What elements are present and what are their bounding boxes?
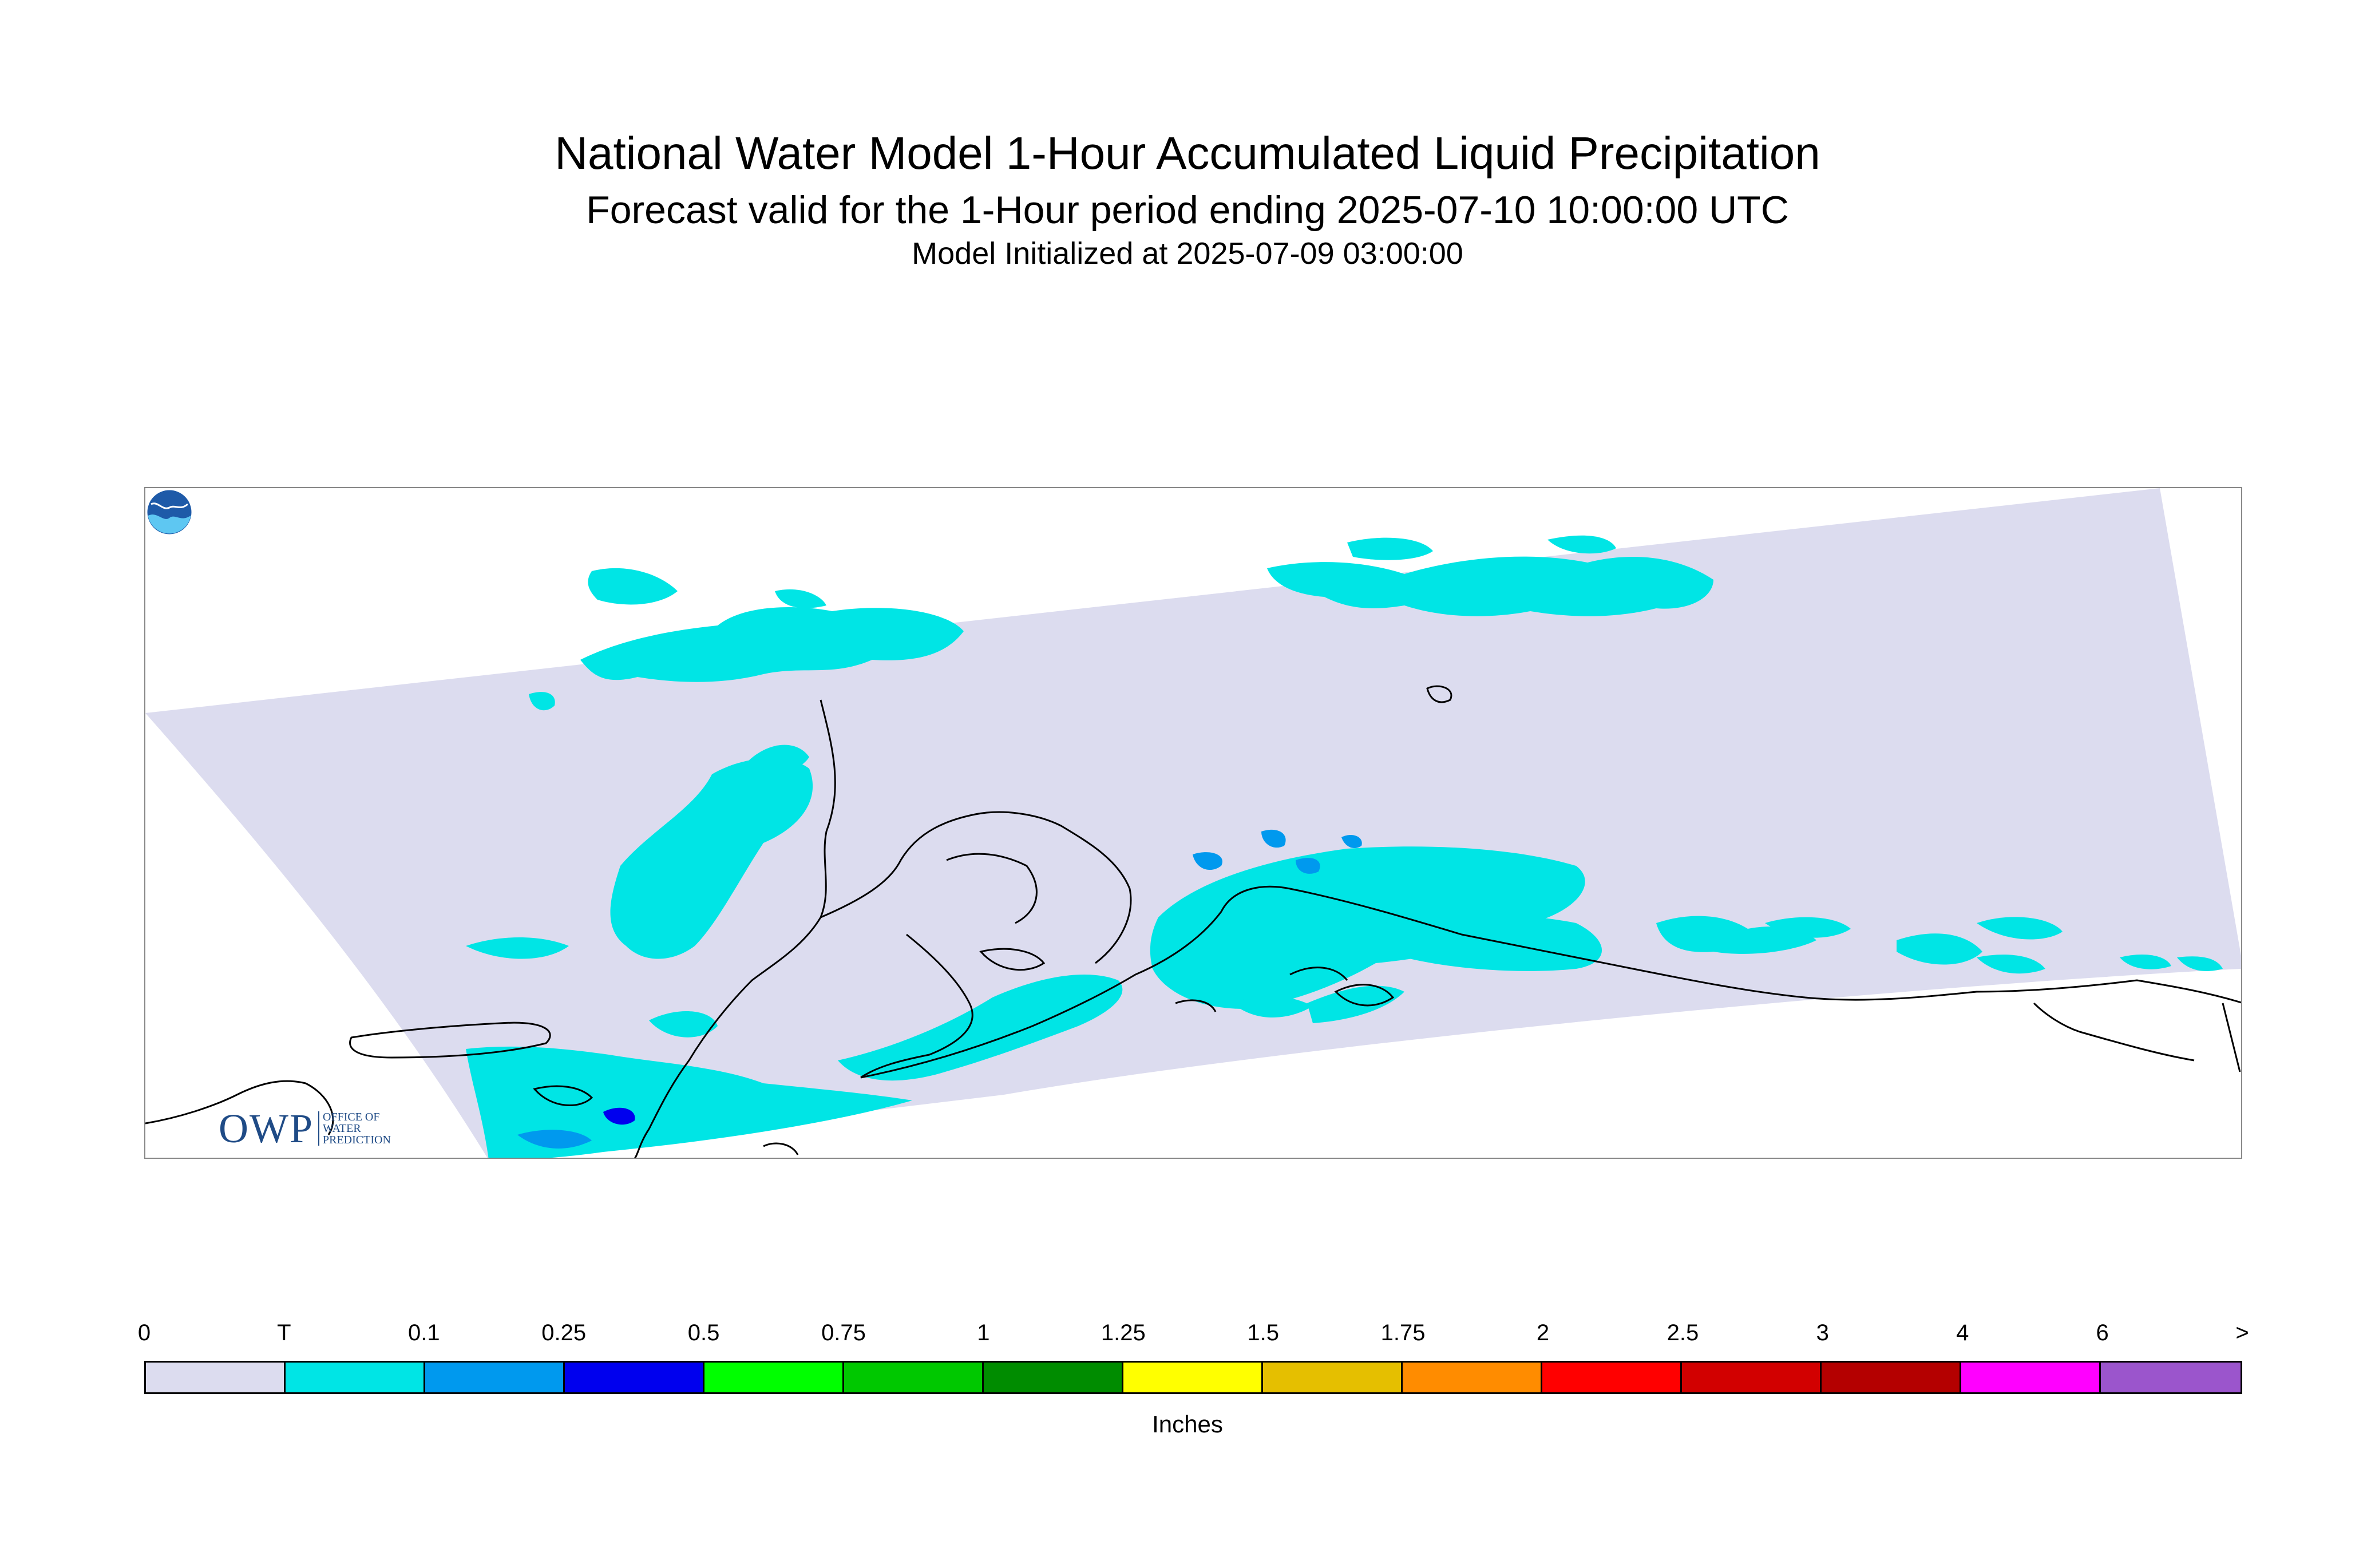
map-subtitle: Forecast valid for the 1-Hour period end… bbox=[586, 188, 1789, 232]
model-domain bbox=[145, 488, 2241, 1158]
model-init-time: Model Initialized at 2025-07-09 03:00:00 bbox=[912, 236, 1463, 271]
legend-tick-label: 0.5 bbox=[687, 1320, 720, 1345]
legend-tick-label: 1.25 bbox=[1101, 1320, 1146, 1345]
precip-light-areas bbox=[517, 829, 1362, 1149]
precip-area-northwest-small bbox=[529, 692, 555, 711]
coastline-kodiak bbox=[1334, 984, 1395, 1007]
legend-swatch bbox=[1263, 1363, 1403, 1392]
precip-area-far-east-3 bbox=[2177, 956, 2223, 971]
legend-tick-label: 0.75 bbox=[821, 1320, 866, 1345]
legend-tick-label: 2 bbox=[1536, 1320, 1550, 1345]
precip-light-area-4 bbox=[1341, 834, 1362, 849]
coastline-gulf bbox=[1289, 888, 1806, 999]
precip-trace-areas bbox=[466, 535, 2223, 1158]
coastline-nunivak bbox=[979, 948, 1046, 971]
precip-light-area-5 bbox=[517, 1130, 592, 1149]
precip-area-southwest bbox=[466, 1046, 912, 1158]
precip-area-north-west-2 bbox=[588, 568, 678, 605]
legend-swatch bbox=[1542, 1363, 1682, 1392]
precip-area-west-coast-2 bbox=[746, 745, 809, 773]
precip-area-panhandle bbox=[1897, 933, 1982, 965]
coastline-st-lawrence bbox=[349, 1021, 551, 1059]
precip-area-north-east-2 bbox=[1347, 537, 1433, 560]
legend-tick-label: 1 bbox=[977, 1320, 990, 1345]
legend-swatch bbox=[984, 1363, 1123, 1392]
legend-tick-label: 0.1 bbox=[407, 1320, 440, 1345]
legend-swatch bbox=[146, 1363, 286, 1392]
map-title: National Water Model 1-Hour Accumulated … bbox=[555, 128, 1820, 179]
legend-tick-label: T bbox=[277, 1320, 291, 1345]
legend-tick-label: 1.75 bbox=[1380, 1320, 1426, 1345]
legend-swatch bbox=[844, 1363, 984, 1392]
owp-logo-main: OWP bbox=[219, 1105, 314, 1151]
legend-swatch bbox=[704, 1363, 844, 1392]
precip-area-nunivak bbox=[649, 1011, 718, 1038]
precip-area-gulf bbox=[1376, 914, 1602, 971]
legend-swatch bbox=[286, 1363, 425, 1392]
legend-tick-label: 0 bbox=[137, 1320, 151, 1345]
legend-swatch bbox=[565, 1363, 704, 1392]
coastline-norton-sound bbox=[820, 811, 1132, 964]
legend-units: Inches bbox=[1152, 1411, 1223, 1438]
coastline-far-east-1 bbox=[2033, 1002, 2195, 1062]
precip-area-peninsula bbox=[838, 975, 1123, 1081]
coastline-aleutian-2 bbox=[1289, 967, 1348, 981]
coastline-islands-south bbox=[763, 1142, 799, 1155]
legend-swatch bbox=[1403, 1363, 1542, 1392]
legend-tick-label: 1.5 bbox=[1247, 1320, 1279, 1345]
color-legend bbox=[144, 1361, 2242, 1394]
coastline-aleutian-1 bbox=[1175, 999, 1217, 1012]
precip-area-far-east-2 bbox=[2120, 955, 2171, 969]
coastline-far-east-2 bbox=[2222, 1003, 2241, 1072]
precip-area-southeast-2 bbox=[1765, 917, 1851, 938]
owp-logo-text: OFFICE OF WATER PREDICTION bbox=[318, 1111, 391, 1146]
precip-area-north-west-3 bbox=[775, 589, 826, 608]
precip-area-west-coast bbox=[610, 758, 813, 959]
legend-swatch bbox=[1123, 1363, 1263, 1392]
coastline-peninsula-south bbox=[860, 973, 1136, 1079]
precip-light-area-3 bbox=[1296, 858, 1320, 874]
precip-area-north-east bbox=[1267, 556, 1713, 616]
precip-area-kodiak bbox=[1233, 996, 1313, 1017]
legend-tick-label: > bbox=[2235, 1320, 2249, 1345]
legend-tick-label: 2.5 bbox=[1667, 1320, 1699, 1345]
precip-moderate-areas bbox=[603, 1107, 635, 1125]
legend-tick-label: 3 bbox=[1816, 1320, 1829, 1345]
legend-swatch bbox=[2101, 1363, 2241, 1392]
coastline-panhandle bbox=[1804, 979, 2241, 1004]
owp-logo: OWP OFFICE OF WATER PREDICTION bbox=[219, 1106, 391, 1151]
legend-tick-label: 6 bbox=[2096, 1320, 2109, 1345]
legend-tick-label: 4 bbox=[1956, 1320, 1969, 1345]
noaa-logo bbox=[145, 488, 193, 536]
owp-logo-line-2: WATER bbox=[323, 1122, 361, 1135]
legend-swatch bbox=[425, 1363, 565, 1392]
precip-area-north-east-3 bbox=[1547, 535, 1616, 554]
precip-moderate-area-1 bbox=[603, 1107, 635, 1125]
precip-light-area-2 bbox=[1261, 829, 1286, 848]
coastline-bristol-bay bbox=[860, 933, 973, 1079]
precipitation-map: OWP OFFICE OF WATER PREDICTION bbox=[144, 487, 2242, 1159]
legend-swatch bbox=[1682, 1363, 1822, 1392]
coastline-mainland bbox=[634, 699, 836, 1158]
coastline-islands-west bbox=[533, 1085, 593, 1106]
precip-area-north-west bbox=[580, 607, 964, 682]
legend-tick-label: 0.25 bbox=[541, 1320, 587, 1345]
coastline-chukotka bbox=[145, 1080, 334, 1135]
legend-swatch bbox=[1961, 1363, 2101, 1392]
coastline-cook-inlet bbox=[1135, 885, 1291, 976]
legend-swatch bbox=[1822, 1363, 1961, 1392]
coastline-wrangel bbox=[1426, 685, 1452, 703]
precip-area-panhandle-2 bbox=[1977, 917, 2063, 940]
map-canvas bbox=[145, 488, 2241, 1158]
coastline-seward-peninsula bbox=[946, 853, 1038, 924]
owp-logo-line-3: PREDICTION bbox=[323, 1134, 391, 1146]
precip-area-far-east bbox=[1977, 955, 2045, 974]
precip-area-southeast bbox=[1656, 916, 1816, 954]
owp-logo-line-1: OFFICE OF bbox=[323, 1111, 380, 1123]
precip-area-west-coast-3 bbox=[466, 937, 569, 959]
precip-light-area-1 bbox=[1193, 852, 1222, 870]
coastlines bbox=[145, 685, 2241, 1158]
